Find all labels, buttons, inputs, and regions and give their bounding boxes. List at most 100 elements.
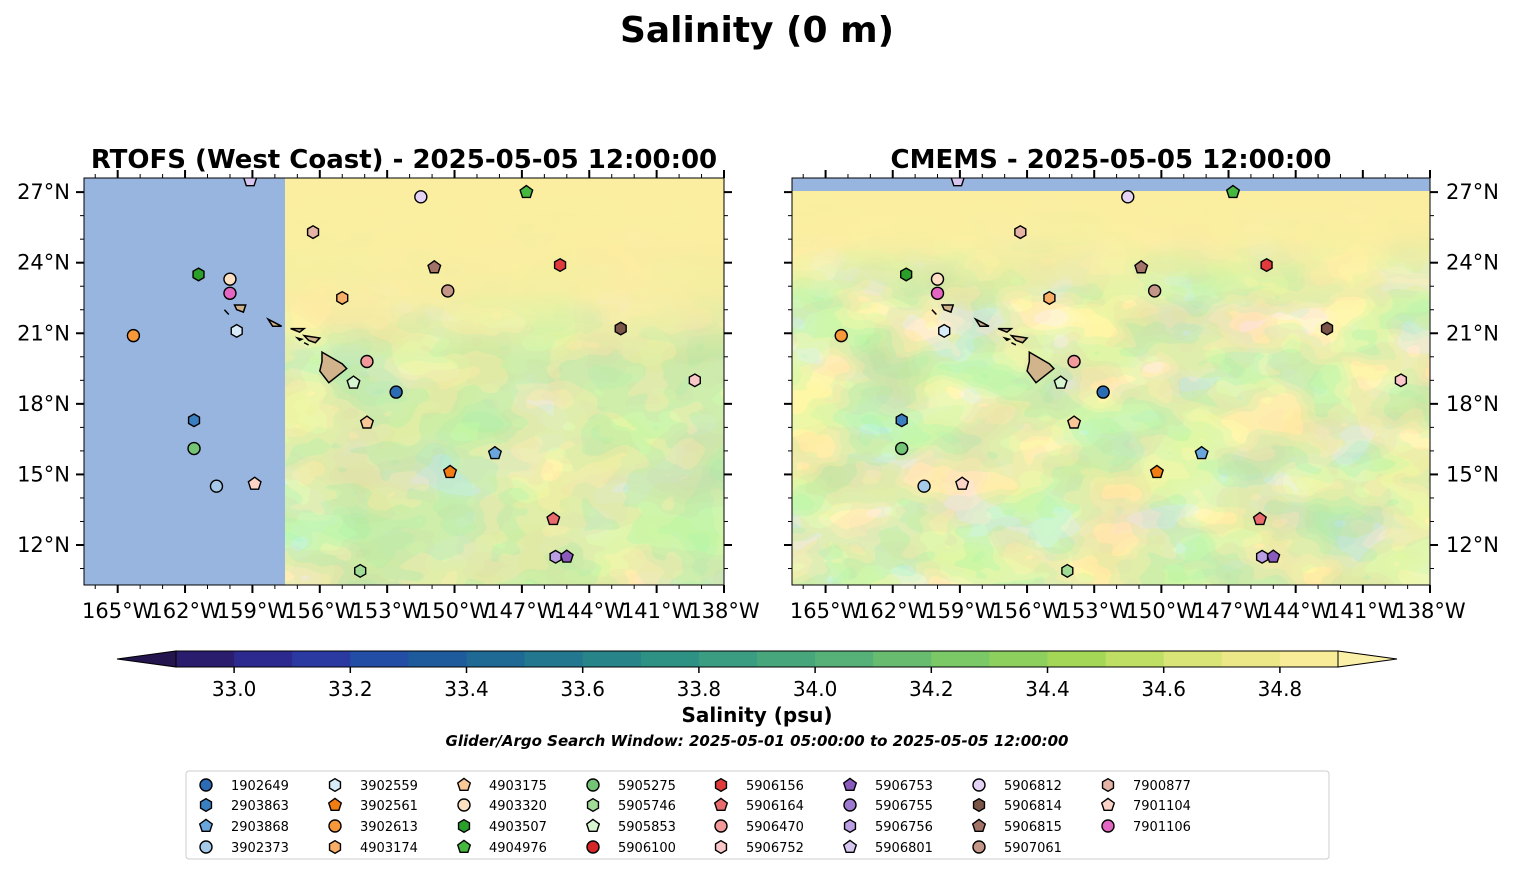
legend-label: 7900877 xyxy=(1133,779,1191,794)
legend-marker-3902373 xyxy=(199,840,213,854)
legend-label: 1902649 xyxy=(231,779,289,794)
legend-label: 4903507 xyxy=(489,820,547,835)
legend-label: 4903175 xyxy=(489,779,547,794)
platform-5906156-marker xyxy=(553,257,567,273)
platform-3902373-marker xyxy=(209,479,224,493)
legend-label: 5906753 xyxy=(875,779,933,794)
x-tick-label: 153°W xyxy=(351,599,423,623)
platform-2903863-marker xyxy=(187,413,201,428)
legend-marker-4903320 xyxy=(457,798,471,812)
colorbar-segment xyxy=(698,651,758,667)
legend-label: 2903863 xyxy=(231,799,289,814)
platform-5906815-marker xyxy=(1134,259,1149,274)
legend-label: 5906756 xyxy=(875,820,933,835)
x-tick-label: 141°W xyxy=(1327,599,1399,623)
search-window-caption: Glider/Argo Search Window: 2025-05-01 05… xyxy=(446,732,1069,750)
legend-marker-7901106 xyxy=(1101,819,1115,833)
colorbar-segment xyxy=(292,651,351,667)
legend-marker-5906755 xyxy=(843,798,857,812)
legend-entry-4903320: 4903320 xyxy=(457,798,547,814)
platform-5906815-marker xyxy=(427,259,442,274)
y-tick-label: 15°N xyxy=(1446,462,1499,486)
legend-marker-5906752 xyxy=(714,839,728,855)
island-shape xyxy=(1009,334,1029,344)
legend-label: 5905746 xyxy=(618,799,676,814)
island-shape xyxy=(1026,350,1056,384)
legend-marker-1902649 xyxy=(199,778,213,792)
colorbar-segment xyxy=(1105,651,1165,667)
x-tick-label: 156°W xyxy=(991,599,1063,623)
island-shape xyxy=(997,327,1014,333)
platform-4904976-marker xyxy=(519,184,534,199)
colorbar-segment xyxy=(408,651,468,667)
platform-5906164-marker xyxy=(1252,511,1267,526)
island-shape xyxy=(265,317,282,327)
colorbar-tick-label: 34.0 xyxy=(793,677,838,701)
legend-entry-3902559: 3902559 xyxy=(328,777,418,794)
platform-4903175-marker xyxy=(359,415,375,429)
legend-entry-4903175: 4903175 xyxy=(456,777,547,794)
y-tick-label: 24°N xyxy=(17,251,70,275)
rtofs-map-frame xyxy=(83,177,725,586)
colorbar-segment xyxy=(931,651,990,667)
legend-entry-7901106: 7901106 xyxy=(1101,819,1191,835)
legend-label: 5906156 xyxy=(746,779,804,794)
legend-marker-3902613 xyxy=(328,819,342,833)
cmems-map-panel: CMEMS - 2025-05-05 12:00:00 165°W162°W15… xyxy=(784,145,1499,623)
x-tick-label: 150°W xyxy=(419,599,491,623)
legend-entry-4903507: 4903507 xyxy=(457,818,547,835)
x-tick-label: 144°W xyxy=(1260,599,1332,623)
rtofs-platform-markers xyxy=(126,178,701,578)
rtofs-axes: 165°W162°W159°W156°W153°W150°W147°W144°W… xyxy=(17,170,760,623)
colorbar-label: Salinity (psu) xyxy=(681,703,832,727)
legend-entry-4903174: 4903174 xyxy=(328,839,418,856)
legend-entry-5906814: 5906814 xyxy=(972,797,1062,814)
platform-5906814-marker xyxy=(1320,321,1334,336)
legend-marker-5906756 xyxy=(843,818,857,834)
legend-label: 5905853 xyxy=(618,820,676,835)
platform-7901106-marker xyxy=(223,286,237,300)
legend-entry-3902561: 3902561 xyxy=(327,797,418,814)
x-tick-label: 138°W xyxy=(688,599,760,623)
legend-entry-5905746: 5905746 xyxy=(586,797,676,814)
x-tick-label: 165°W xyxy=(82,599,154,623)
island-shape xyxy=(303,342,309,346)
legend-marker-5906801 xyxy=(842,839,858,854)
platform-5906470-marker xyxy=(1067,354,1081,369)
x-tick-label: 138°W xyxy=(1394,599,1466,623)
colorbar-tick-label: 33.0 xyxy=(212,677,257,701)
colorbar-segment xyxy=(466,651,526,667)
platform-5906470-marker xyxy=(360,354,374,369)
legend-marker-5906156 xyxy=(714,777,728,793)
platform-3902613-marker xyxy=(834,328,848,343)
legend-label: 5906752 xyxy=(746,841,804,856)
legend-marker-3902561 xyxy=(327,797,343,812)
legend-entry-2903863: 2903863 xyxy=(199,797,289,814)
colorbar-segment xyxy=(582,651,642,667)
legend-marker-5906164 xyxy=(713,797,729,812)
rtofs-no-data-region xyxy=(84,178,285,585)
legend-entry-5906752: 5906752 xyxy=(714,839,804,856)
platform-1902649-marker xyxy=(389,385,403,399)
y-tick-label: 12°N xyxy=(1446,533,1499,557)
platform-5906164-marker xyxy=(546,511,561,526)
legend-marker-5906753 xyxy=(842,777,858,792)
colorbar-segment xyxy=(350,651,409,667)
platform-5906814-marker xyxy=(614,321,627,336)
platform-5906756-marker xyxy=(1255,549,1269,564)
island-shape xyxy=(223,309,230,316)
legend-label: 3902561 xyxy=(360,799,418,814)
platform-5906801-marker xyxy=(243,178,258,187)
colorbar-tick-label: 34.4 xyxy=(1025,677,1070,701)
legend-label: 5906100 xyxy=(618,841,676,856)
colorbar-tick-label: 34.2 xyxy=(909,677,954,701)
legend-entry-3902373: 3902373 xyxy=(199,840,289,856)
colorbar-segment xyxy=(176,651,235,667)
platform-5905746-marker xyxy=(1061,563,1074,578)
y-tick-label: 15°N xyxy=(17,462,70,486)
platform-5906752-marker xyxy=(1394,373,1408,388)
legend-entry-5906164: 5906164 xyxy=(713,797,804,814)
platform-7900877-marker xyxy=(306,225,320,240)
cmems-platform-markers xyxy=(834,178,1408,578)
colorbar-segment xyxy=(640,651,700,667)
